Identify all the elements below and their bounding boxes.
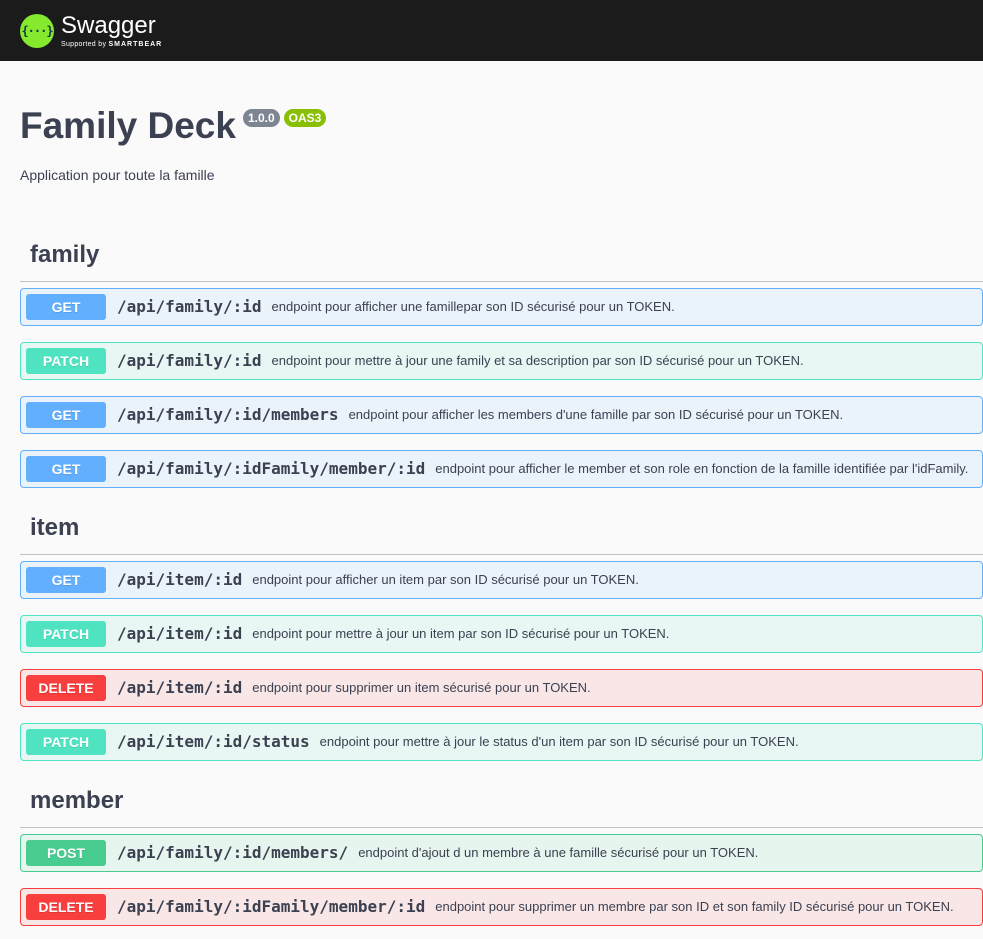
operation-post-row[interactable]: POST/api/family/:id/members/endpoint d'a… — [20, 833, 983, 872]
method-badge-get: GET — [26, 293, 106, 320]
operation-path: /api/item/:id — [117, 570, 243, 590]
tag-section-item: item GET/api/item/:id endpoint pour affich… — [20, 504, 983, 761]
operation-summary: endpoint pour supprimer un membre par so… — [435, 899, 954, 915]
logo-sub: Supported by SMARTBEAR — [61, 41, 162, 48]
tag-header-family[interactable]: family — [20, 231, 983, 282]
topbar: {···} Swagger Supported by SMARTBEAR — [0, 0, 983, 61]
operation-get-row[interactable]: GET/api/family/:idFamily/member/:id endpo… — [20, 449, 983, 488]
method-badge-patch: PATCH — [26, 347, 106, 374]
version-badge: 1.0.0 — [242, 109, 280, 127]
operation-patch-row[interactable]: PATCH/api/item/:id/status endpoint pour m… — [20, 722, 983, 761]
operation-delete-row[interactable]: DELETE/api/family/:idFamily/member/:id en… — [20, 887, 983, 926]
operation-summary: endpoint pour supprimer un item sécurisé… — [252, 680, 591, 696]
method-badge-get: GET — [26, 566, 106, 593]
logo-sub-prefix: Supported by — [61, 40, 107, 48]
method-badge-delete: DELETE — [26, 893, 106, 920]
operation-path: /api/item/:id/status — [117, 732, 310, 752]
method-badge-patch: PATCH — [26, 620, 106, 647]
operation-path: /api/family/:idFamily/member/:id — [117, 897, 426, 917]
tag-header-member[interactable]: member — [20, 777, 983, 828]
operation-summary: endpoint pour mettre à jour un item par … — [252, 626, 670, 642]
logo-sub-brand: SMARTBEAR — [108, 40, 163, 48]
method-badge-get: GET — [26, 401, 106, 428]
title-row: Family Deck 1.0.0 OAS3 — [20, 105, 963, 147]
operation-patch-row[interactable]: PATCH/api/family/:id endpoint pour mettre… — [20, 341, 983, 380]
operation-get-row[interactable]: GET/api/family/:id endpoint pour afficher… — [20, 287, 983, 326]
operation-summary: endpoint pour mettre à jour une family e… — [271, 353, 804, 369]
operation-path: /api/family/:id — [117, 297, 262, 317]
info-section: Family Deck 1.0.0 OAS3 Application pour … — [0, 105, 983, 183]
logo-name: Swagger — [61, 11, 156, 39]
tag-header-item[interactable]: item — [20, 504, 983, 555]
operation-path: /api/family/:id — [117, 351, 262, 371]
operation-get-row[interactable]: GET/api/item/:id endpoint pour afficher u… — [20, 560, 983, 599]
tag-section-member: member POST/api/family/:id/members/endpoi… — [20, 777, 983, 926]
operation-path: /api/family/:idFamily/member/:id — [117, 459, 426, 479]
operation-summary: endpoint pour afficher un item par son I… — [252, 572, 639, 588]
operation-delete-row[interactable]: DELETE/api/item/:id endpoint pour supprim… — [20, 668, 983, 707]
operation-summary: endpoint pour mettre à jour le status d'… — [319, 734, 799, 750]
oas-badge: OAS3 — [283, 109, 327, 127]
method-badge-get: GET — [26, 455, 106, 482]
operations-container: family GET/api/family/:id endpoint pour af… — [0, 231, 983, 926]
operation-summary: endpoint pour afficher une famillepar so… — [271, 299, 675, 315]
logo-text: Swagger Supported by SMARTBEAR — [61, 11, 162, 48]
operation-path: /api/family/:id/members/ — [117, 843, 349, 863]
operation-summary: endpoint pour afficher les members d'une… — [348, 407, 844, 423]
method-badge-post: POST — [26, 839, 106, 866]
operation-summary: endpoint d'ajout d un membre à une famil… — [358, 845, 759, 861]
operation-path: /api/family/:id/members — [117, 405, 339, 425]
method-badge-delete: DELETE — [26, 674, 106, 701]
operation-path: /api/item/:id — [117, 678, 243, 698]
operation-patch-row[interactable]: PATCH/api/item/:id endpoint pour mettre à… — [20, 614, 983, 653]
method-badge-patch: PATCH — [26, 728, 106, 755]
operation-path: /api/item/:id — [117, 624, 243, 644]
tag-section-family: family GET/api/family/:id endpoint pour af… — [20, 231, 983, 488]
operation-summary: endpoint pour afficher le member et son … — [435, 461, 969, 477]
operation-get-row[interactable]: GET/api/family/:id/members endpoint pour … — [20, 395, 983, 434]
api-description: Application pour toute la famille — [20, 166, 215, 183]
page-title: Family Deck — [20, 105, 236, 146]
swagger-logo-icon: {···} — [20, 13, 54, 48]
swagger-logo-link[interactable]: {···} Swagger Supported by SMARTBEAR — [20, 11, 162, 48]
